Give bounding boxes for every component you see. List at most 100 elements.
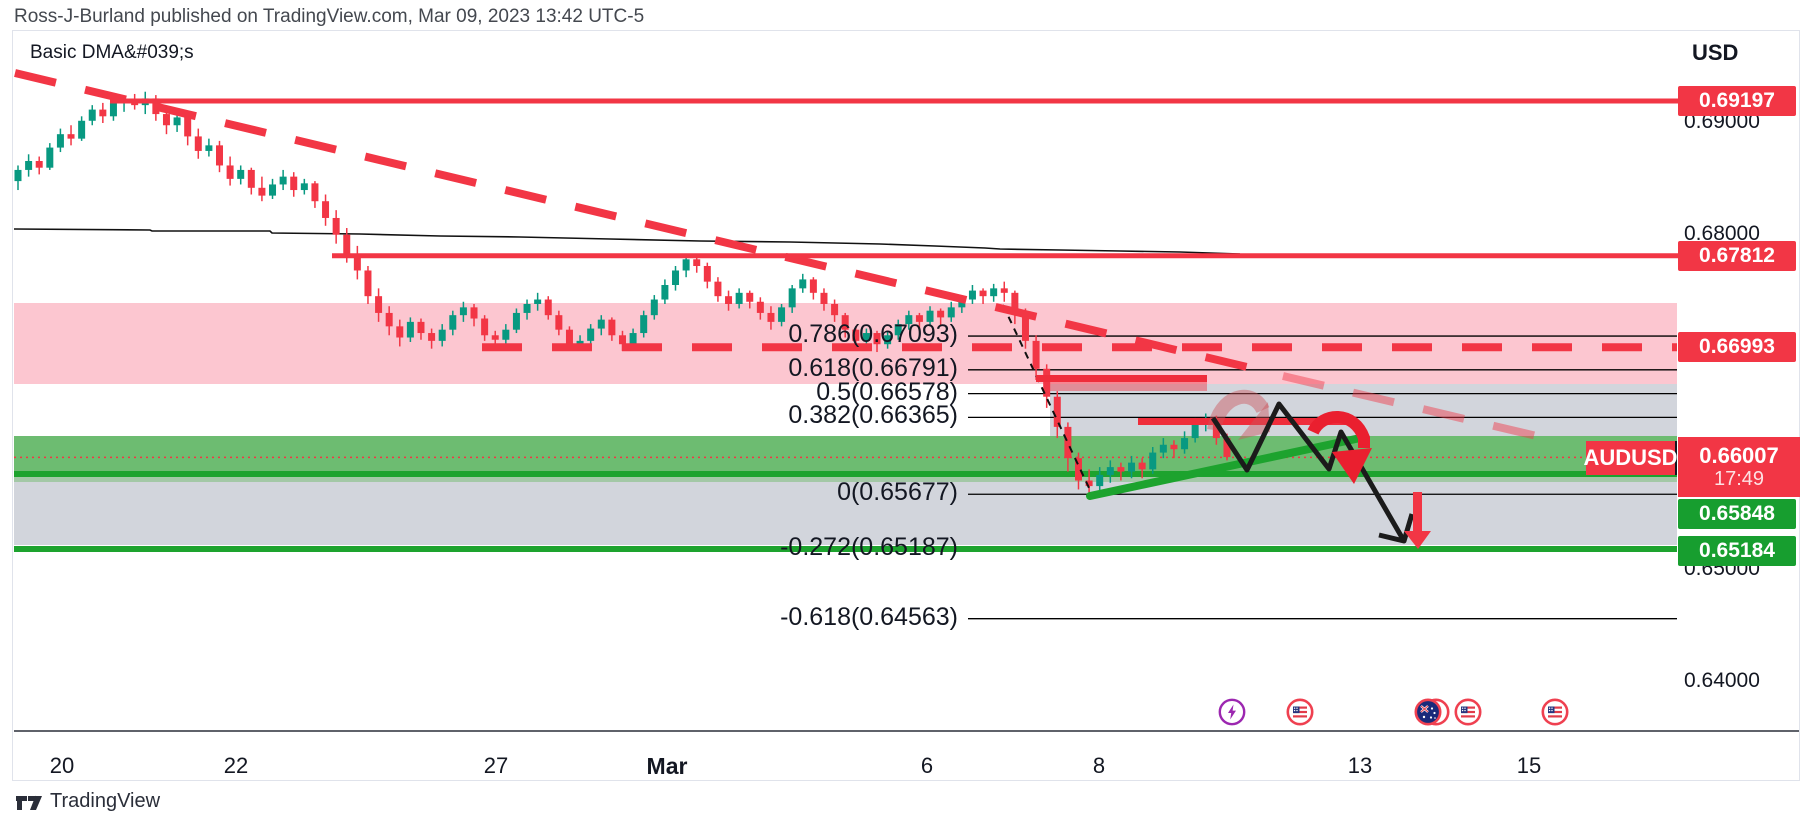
candle-body	[565, 329, 573, 346]
candle-body	[56, 134, 64, 148]
green-demand-zone	[14, 436, 1677, 471]
candle-body	[1149, 452, 1157, 470]
supply-box	[1050, 382, 1207, 391]
candle-body	[1181, 438, 1189, 450]
lightning-icon[interactable]	[1218, 698, 1246, 726]
candle-body	[778, 307, 786, 322]
candle-body	[618, 335, 626, 345]
candle-body	[1212, 417, 1220, 439]
candle-body	[587, 328, 595, 341]
us-flag-icon[interactable]	[1286, 698, 1314, 726]
candle-body	[184, 117, 192, 137]
candle-body	[958, 299, 966, 308]
us-flag-icon[interactable]	[1541, 698, 1569, 726]
candle-body	[1064, 426, 1072, 459]
candle-body	[534, 299, 542, 304]
candle-body	[1106, 467, 1114, 475]
candle-body	[714, 281, 722, 297]
candle-body	[205, 145, 213, 151]
candle-body	[99, 109, 107, 117]
candle-body	[1191, 424, 1199, 439]
time-tick-label: 22	[223, 753, 249, 778]
fib-label: 0(0.65677)	[837, 478, 958, 507]
fib-label: -0.618(0.64563)	[780, 602, 958, 631]
candle-body	[809, 279, 817, 293]
downtrend-line-faded	[1282, 372, 1546, 442]
candle-body	[788, 288, 796, 308]
time-tick-label: 20	[49, 753, 75, 778]
candle-body	[915, 315, 923, 322]
attribution-text: Ross-J-Burland published on TradingView.…	[14, 6, 645, 27]
candle-body	[968, 290, 976, 300]
red-down-arrow-head	[1404, 531, 1431, 549]
brand-name[interactable]: TradingView	[50, 790, 161, 812]
candle-body	[46, 147, 54, 168]
candle-body	[884, 335, 892, 345]
time-tick-label: 15	[1516, 753, 1542, 778]
candle-body	[481, 318, 489, 336]
green-edge-line-1	[14, 471, 1677, 477]
candle-body	[841, 315, 849, 330]
candle-body	[1053, 396, 1061, 427]
projection-arrowhead	[1378, 513, 1415, 544]
time-tick-label: 13	[1347, 753, 1373, 778]
time-tick-label: 8	[1092, 753, 1106, 778]
us-flag-icon[interactable]	[1454, 698, 1482, 726]
candle-body	[428, 333, 436, 341]
candle-body	[672, 270, 680, 286]
time-tick-label: 27	[483, 753, 509, 778]
candle-body	[693, 259, 701, 267]
red-curved-arrow-head	[1332, 448, 1372, 484]
footer: TradingView	[16, 790, 160, 813]
candle-body	[661, 285, 669, 300]
price-alert-badge: 0.66993	[1678, 332, 1796, 362]
candle-body	[894, 324, 902, 336]
candle-body	[470, 307, 478, 319]
candle-body	[555, 315, 563, 330]
candle-body	[1085, 480, 1093, 487]
candle-body	[1117, 467, 1125, 472]
candle-body	[1075, 458, 1082, 481]
candle-body	[258, 187, 266, 196]
candle-body	[247, 169, 255, 188]
candle-body	[1043, 368, 1051, 397]
price-alert-badge: 0.69197	[1678, 86, 1796, 116]
candle-body	[820, 292, 828, 304]
candle-body	[14, 169, 22, 182]
candle-body	[332, 217, 340, 235]
candle-body	[544, 299, 552, 316]
candle-body	[1021, 312, 1029, 341]
candle-body	[438, 329, 446, 341]
candle-body	[88, 109, 96, 121]
candle-body	[862, 333, 870, 341]
candle-body	[650, 299, 658, 316]
candle-body	[725, 296, 733, 304]
target-price-badge: 0.65848	[1678, 499, 1796, 529]
price-tick-label: 0.68000	[1684, 221, 1760, 245]
candle-body	[417, 321, 425, 334]
candle-body	[237, 169, 245, 179]
candle-body	[385, 312, 393, 327]
candle-body	[937, 310, 945, 318]
candle-body	[831, 303, 839, 316]
au-flag-icon[interactable]	[1414, 698, 1450, 726]
red-down-arrow-shaft	[1413, 492, 1422, 532]
candle-body	[502, 329, 510, 340]
candle-body	[523, 303, 531, 313]
candle-body	[767, 312, 775, 322]
candle-body	[1032, 340, 1040, 369]
candle-body	[364, 270, 372, 297]
candle-body	[25, 160, 33, 170]
tradingview-logo-icon[interactable]	[16, 791, 43, 813]
candle-body	[703, 266, 711, 282]
candle-body	[35, 160, 43, 168]
symbol-badge: AUDUSD	[1583, 441, 1678, 475]
support-trendline	[1086, 433, 1369, 500]
candle-body	[947, 307, 955, 318]
currency-axis-label: USD	[1692, 40, 1739, 65]
supply-bar	[1036, 375, 1207, 382]
candle-body	[979, 290, 987, 297]
candle-body	[873, 333, 881, 345]
